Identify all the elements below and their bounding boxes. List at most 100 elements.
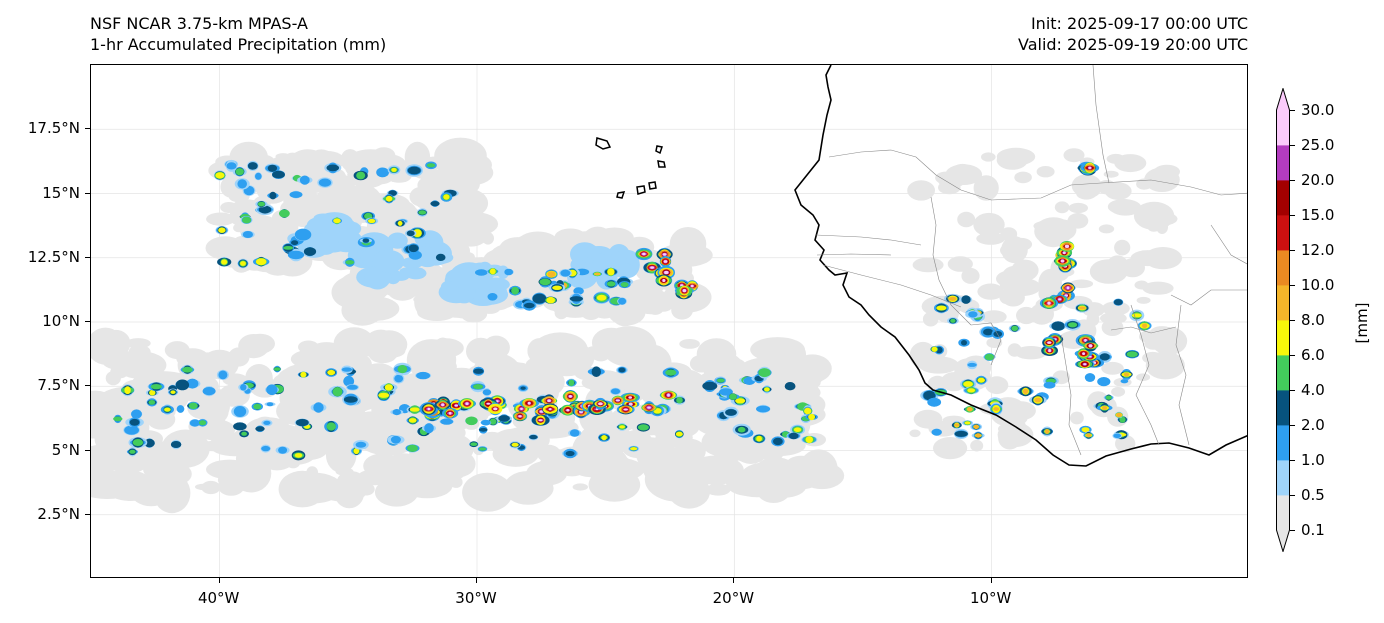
- precip-cell: [948, 296, 957, 301]
- precip-light: [341, 472, 358, 482]
- precip-cell: [149, 389, 156, 396]
- precip-cell: [355, 441, 367, 448]
- precip-cell: [333, 218, 341, 224]
- precip-cell: [424, 423, 434, 434]
- colorbar-segment: [1276, 425, 1290, 461]
- precip-light-blue: [337, 228, 355, 239]
- precip-light: [195, 483, 212, 491]
- precip-cell: [406, 230, 415, 237]
- precip-cell: [303, 247, 317, 256]
- colorbar-segment: [1276, 110, 1290, 146]
- precip-cell: [473, 368, 484, 374]
- precip-light: [387, 278, 418, 301]
- precip-cell: [610, 388, 621, 395]
- precip-light: [737, 362, 762, 375]
- precip-cell: [175, 379, 190, 391]
- precip-light: [305, 190, 318, 204]
- precip-cell: [804, 407, 812, 415]
- precip-core: [667, 393, 670, 397]
- lat-tick-label: 17.5°N: [27, 119, 80, 138]
- precip-core: [662, 253, 667, 256]
- country-borders: [815, 65, 1247, 456]
- precip-cell: [295, 419, 309, 427]
- cabo-verde-island: [657, 160, 666, 168]
- precip-light: [1109, 199, 1142, 216]
- precip-cell: [482, 389, 492, 396]
- precip-cell: [1068, 322, 1078, 328]
- precip-cell: [385, 195, 393, 202]
- precip-light: [595, 227, 634, 249]
- precip-light-blue: [582, 257, 594, 264]
- precip-cell: [1022, 388, 1029, 394]
- precip-cell: [1116, 412, 1122, 418]
- precip-light: [204, 355, 239, 374]
- precip-cell: [416, 371, 431, 380]
- lon-tick-label: 10°W: [969, 589, 1012, 607]
- precip-light: [1114, 239, 1131, 256]
- precip-cell: [594, 272, 601, 276]
- colorbar-segment: [1276, 320, 1290, 356]
- precip-light: [766, 400, 800, 432]
- precip-core: [650, 266, 654, 269]
- precip-cell: [675, 431, 683, 437]
- precip-light: [413, 355, 429, 373]
- lat-tick-label: 10°N: [42, 312, 80, 330]
- precip-cell: [272, 170, 285, 179]
- precip-cell: [618, 297, 627, 305]
- precip-cell: [504, 268, 514, 276]
- lat-tick-label: 12.5°N: [27, 247, 80, 266]
- precip-light: [452, 173, 480, 195]
- precip-cell: [1085, 433, 1092, 438]
- precip-cell: [927, 397, 942, 407]
- precip-cell: [237, 179, 247, 189]
- precip-cell: [199, 420, 207, 426]
- precip-cell: [332, 387, 343, 397]
- precip-cell: [299, 175, 310, 185]
- precip-core: [1088, 344, 1093, 348]
- precip-cell: [356, 171, 366, 180]
- precip-light: [1115, 435, 1136, 453]
- precip-light: [421, 447, 470, 483]
- precip-cell: [170, 441, 182, 448]
- precip-cell: [189, 419, 200, 427]
- precip-light: [1147, 223, 1160, 232]
- precip-light: [1033, 220, 1058, 232]
- colorbar-level-label: 25.0: [1301, 136, 1335, 154]
- precip-core: [1066, 286, 1070, 290]
- precip-cell: [805, 436, 813, 444]
- precip-cell: [963, 381, 973, 387]
- precip-light: [514, 362, 529, 374]
- precip-cell: [409, 407, 420, 412]
- precip-light: [554, 306, 568, 320]
- precip-core: [1060, 259, 1065, 263]
- precip-cell: [1119, 416, 1126, 423]
- precip-light: [147, 485, 165, 502]
- precip-core: [486, 402, 490, 405]
- precip-cell: [132, 439, 144, 446]
- precip-light: [525, 374, 536, 382]
- precip-cell: [618, 367, 626, 373]
- precip-light: [961, 267, 980, 284]
- precip-light: [1144, 167, 1180, 192]
- colorbar-tick-mark: [1290, 320, 1295, 321]
- precip-core: [465, 402, 469, 405]
- precip-core: [623, 408, 628, 411]
- precip-cell: [266, 384, 278, 396]
- precip-light: [366, 398, 378, 409]
- precip-light: [482, 232, 494, 245]
- precip-light: [986, 337, 1003, 348]
- precip-cell: [758, 368, 771, 378]
- precip-light: [1001, 288, 1025, 307]
- precip-light: [1064, 332, 1076, 345]
- precip-cell: [676, 396, 683, 404]
- precip-cell: [367, 218, 376, 224]
- precip-light: [945, 164, 983, 185]
- precip-cell: [240, 261, 246, 266]
- precip-cell: [247, 162, 258, 170]
- precip-light: [641, 380, 672, 406]
- precip-light: [1014, 171, 1032, 184]
- precip-cell: [353, 447, 360, 455]
- precip-cell: [242, 216, 252, 224]
- precip-cell: [511, 442, 519, 447]
- precip-cell: [215, 172, 225, 179]
